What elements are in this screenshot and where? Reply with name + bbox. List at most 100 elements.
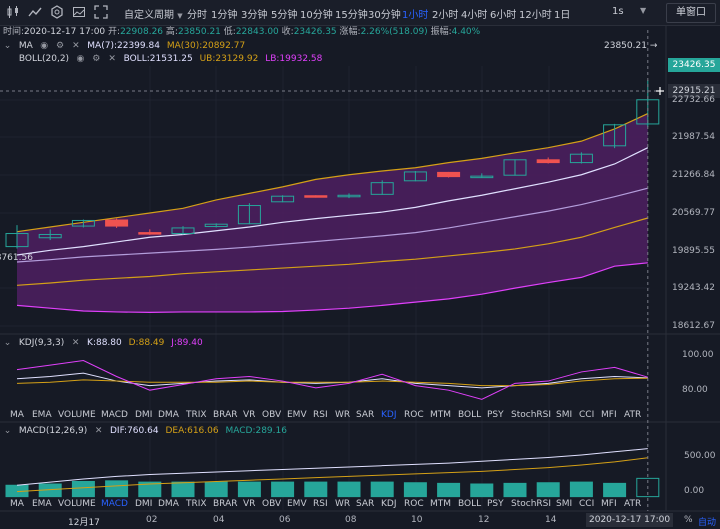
change-value: 2.26%(518.09) (360, 27, 428, 37)
sub-indicator-tab-roc[interactable]: ROC (404, 499, 424, 509)
sub-indicator-tab-mtm[interactable]: MTM (430, 499, 452, 509)
close-icon[interactable]: ✕ (71, 338, 80, 348)
eye-icon[interactable]: ◉ (40, 41, 49, 51)
image-icon[interactable] (72, 5, 86, 19)
main-indicator-tab-wr[interactable]: WR (335, 410, 351, 420)
sub-indicator-tab-psy[interactable]: PSY (487, 499, 504, 509)
kdj-d-value: D:88.49 (128, 338, 165, 348)
sub-indicator-tab-wr[interactable]: WR (335, 499, 351, 509)
main-indicator-tab-psy[interactable]: PSY (487, 410, 504, 420)
period-tab[interactable]: 30分钟 (368, 10, 401, 21)
main-indicator-tab-sar[interactable]: SAR (356, 410, 375, 420)
sub-indicator-tab-mfi[interactable]: MFI (601, 499, 617, 509)
interval-label[interactable]: 1s (612, 6, 624, 17)
sub-indicator-tab-macd[interactable]: MACD (101, 499, 128, 509)
sub-indicator-tab-ma[interactable]: MA (10, 499, 24, 509)
period-tab[interactable]: 6小时 (490, 10, 517, 21)
period-tab[interactable]: 1分钟 (211, 10, 238, 21)
price-scale-label: 18612.67 (672, 321, 715, 331)
boll-indicator-row: ⌄ BOLL(20,2) ◉ ⚙ ✕ BOLL:21531.25 UB:2312… (3, 53, 326, 65)
sub-indicator-tab-sar[interactable]: SAR (356, 499, 375, 509)
period-tab[interactable]: 15分钟 (335, 10, 368, 21)
main-indicator-tab-boll[interactable]: BOLL (458, 410, 482, 420)
main-indicator-tab-macd[interactable]: MACD (101, 410, 128, 420)
settings-icon[interactable]: ⚙ (56, 41, 65, 51)
main-indicator-tab-obv[interactable]: OBV (262, 410, 282, 420)
main-indicator-tab-stochrsi[interactable]: StochRSI (511, 410, 552, 420)
price-scale-label: 20569.77 (672, 208, 715, 218)
period-select[interactable]: 自定义周期 ▼ (124, 6, 183, 21)
main-indicator-tab-vr[interactable]: VR (243, 410, 256, 420)
period-tab[interactable]: 4小时 (461, 10, 488, 21)
collapse-icon[interactable]: ⌄ (3, 426, 12, 436)
maximize-icon[interactable] (94, 5, 108, 19)
main-indicator-tab-rsi[interactable]: RSI (313, 410, 328, 420)
collapse-icon[interactable]: ⌄ (3, 41, 12, 51)
kdj-scale-label: 80.00 (682, 385, 708, 395)
main-indicator-tab-brar[interactable]: BRAR (213, 410, 238, 420)
period-tab[interactable]: 2小时 (432, 10, 459, 21)
view-mode-button[interactable]: 单窗口 (666, 3, 716, 23)
main-indicator-tab-emv[interactable]: EMV (287, 410, 307, 420)
eye-icon[interactable]: ◉ (76, 54, 85, 64)
close-icon[interactable]: ✕ (108, 54, 116, 64)
chevron-down-icon[interactable]: ▼ (640, 6, 647, 15)
main-indicator-tab-atr[interactable]: ATR (624, 410, 642, 420)
price-scale-label: 19895.55 (672, 246, 715, 256)
settings-icon[interactable]: ⚙ (92, 54, 101, 64)
close-icon[interactable]: ✕ (72, 41, 80, 51)
sub-indicator-tab-dmi[interactable]: DMI (135, 499, 153, 509)
main-indicator-tab-mtm[interactable]: MTM (430, 410, 452, 420)
main-indicator-tab-cci[interactable]: CCI (579, 410, 595, 420)
auto-scale-toggle[interactable]: 自动 (698, 518, 717, 528)
collapse-icon[interactable]: ⌄ (3, 338, 12, 348)
sub-indicator-tab-vr[interactable]: VR (243, 499, 256, 509)
main-indicator-tab-ma[interactable]: MA (10, 410, 24, 420)
main-indicator-tab-dma[interactable]: DMA (158, 410, 179, 420)
x-axis-label: 12月17 (68, 518, 100, 528)
candle-icon[interactable] (6, 5, 20, 19)
sub-indicator-tab-dma[interactable]: DMA (158, 499, 179, 509)
macd-histogram-bar (304, 481, 328, 498)
candle-body (237, 205, 261, 225)
main-indicator-tab-mfi[interactable]: MFI (601, 410, 617, 420)
main-indicator-tab-ema[interactable]: EMA (32, 410, 52, 420)
main-indicator-tab-trix[interactable]: TRIX (186, 410, 207, 420)
period-tab-active[interactable]: 1小时 (402, 10, 429, 21)
gear-icon[interactable] (50, 5, 64, 19)
sub-indicator-tab-emv[interactable]: EMV (287, 499, 307, 509)
sub-indicator-tab-kdj[interactable]: KDJ (381, 499, 397, 509)
sub-indicator-tab-stochrsi[interactable]: StochRSI (511, 499, 552, 509)
main-indicator-tab-roc[interactable]: ROC (404, 410, 424, 420)
period-tab[interactable]: 5分钟 (271, 10, 298, 21)
percent-toggle[interactable]: % (684, 515, 693, 525)
indicator-icon[interactable] (28, 5, 42, 19)
main-indicator-tab-dmi[interactable]: DMI (135, 410, 153, 420)
sub-indicator-tab-atr[interactable]: ATR (624, 499, 642, 509)
sub-indicator-tab-volume[interactable]: VOLUME (58, 499, 96, 509)
sub-indicator-tab-boll[interactable]: BOLL (458, 499, 482, 509)
sub-indicator-tab-smi[interactable]: SMI (556, 499, 573, 509)
period-tab[interactable]: 10分钟 (300, 10, 333, 21)
x-axis-label: 04 (213, 515, 225, 525)
macd-dea-value: DEA:616.06 (165, 426, 219, 436)
close-icon[interactable]: ✕ (94, 426, 103, 436)
main-indicator-tab-kdj[interactable]: KDJ (381, 410, 397, 420)
macd-histogram-bar (403, 482, 427, 498)
sub-indicator-tab-brar[interactable]: BRAR (213, 499, 238, 509)
sub-indicator-tab-rsi[interactable]: RSI (313, 499, 328, 509)
sub-indicator-tab-ema[interactable]: EMA (32, 499, 52, 509)
sub-indicator-tab-obv[interactable]: OBV (262, 499, 282, 509)
main-indicator-tab-smi[interactable]: SMI (556, 410, 573, 420)
period-tab[interactable]: 1日 (554, 10, 571, 21)
main-indicator-tab-volume[interactable]: VOLUME (58, 410, 96, 420)
period-tab[interactable]: 分时 (187, 10, 207, 21)
sub-indicator-tab-trix[interactable]: TRIX (186, 499, 207, 509)
period-tab[interactable]: 12小时 (519, 10, 552, 21)
candle-body (603, 124, 627, 147)
candle-body (271, 195, 295, 203)
sub-indicator-tab-cci[interactable]: CCI (579, 499, 595, 509)
period-tab[interactable]: 3分钟 (241, 10, 268, 21)
ub-value: UB:23129.92 (199, 54, 259, 64)
